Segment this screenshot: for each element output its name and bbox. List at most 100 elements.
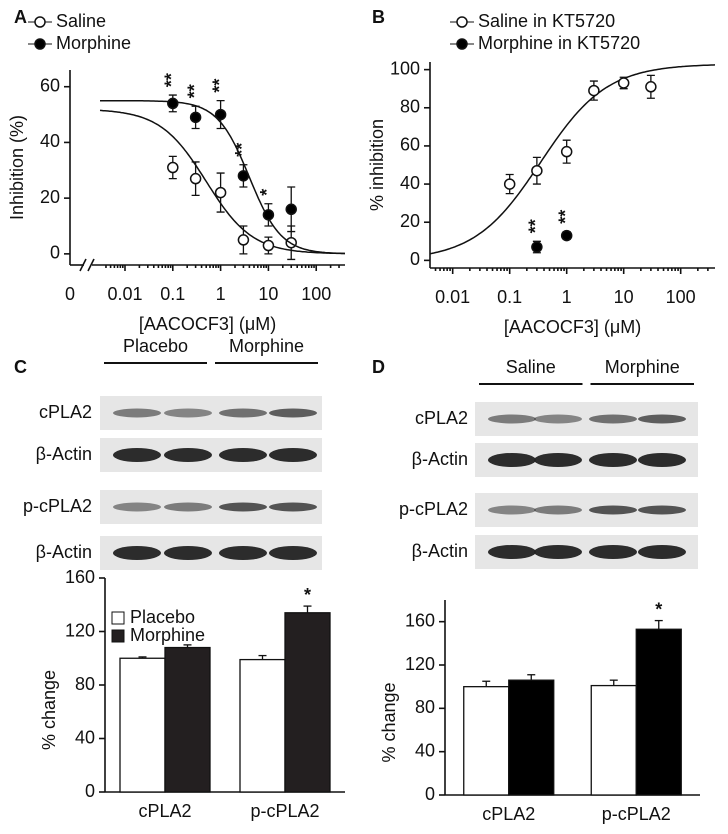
y-tick-label: 160 [65,567,95,587]
blot-band [164,408,212,418]
x-axis-label: [AACOCF3] (μM) [504,317,641,337]
blot-row-label: β-Actin [412,449,468,469]
x-tick-label: 10 [258,284,278,304]
data-point [167,161,179,174]
y-tick-label: 80 [400,97,420,117]
blot-row-label: β-Actin [36,542,92,562]
x-axis-label: [AACOCF3] (μM) [139,314,276,334]
blot-band [488,453,536,467]
data-point [560,145,573,158]
axis-break [79,258,95,272]
legend-label: Morphine in KT5720 [478,33,640,53]
bar [119,657,166,793]
blot-band [534,505,582,515]
blot-band [534,453,582,467]
x-tick-label: 0.01 [107,284,142,304]
y-tick-label: 100 [390,58,420,78]
blot-band [219,408,267,418]
blot-band [638,453,686,467]
x-tick-label: p-cPLA2 [602,804,671,824]
data-point [214,108,227,121]
significance: * [304,585,311,605]
significance: ** [162,73,182,87]
blot-band [113,502,161,512]
y-tick-label: 0 [410,249,420,269]
blot-band [164,448,212,462]
fit-curve [429,64,716,255]
blot-band [269,546,317,560]
legend-swatch [111,629,125,643]
blot-band [589,505,637,515]
y-tick-label: 20 [400,211,420,231]
panel-label: C [14,357,27,377]
y-axis-label: % inhibition [367,119,387,211]
y-tick-label: 60 [40,75,60,95]
x-tick-label: 0.1 [160,284,185,304]
panel-label: D [372,357,385,377]
data-point [617,77,630,89]
y-tick-label: 40 [415,740,435,760]
x-tick-label: 10 [614,287,634,307]
blot-band [534,414,582,424]
data-point [189,172,202,185]
x-tick-label: 0.1 [497,287,522,307]
y-tick-label: 40 [400,173,420,193]
legend-swatch [111,611,125,625]
panel-label: B [372,7,385,27]
y-tick-label: 0 [425,784,435,804]
significance: ** [232,143,252,157]
y-tick-label: 0 [50,243,60,263]
data-point [285,203,297,216]
y-axis-label: Inhibition (%) [7,115,27,220]
data-point [560,229,573,242]
y-tick-label: 0 [85,781,95,801]
data-point [531,164,543,177]
bar [284,612,331,793]
blot-band [488,545,536,559]
y-tick-label: 80 [415,697,435,717]
y-tick-label: 160 [405,610,435,630]
y-axis-label: % change [379,682,399,762]
data-point [645,81,657,93]
blot-band [488,505,536,515]
y-tick-label: 120 [405,654,435,674]
y-tick-label: 20 [40,187,60,207]
x-tick-label: cPLA2 [482,804,535,824]
blot-row-label: β-Actin [412,541,468,561]
blot-band [113,448,161,462]
blot-group-label: Morphine [605,357,680,377]
bar [635,628,682,796]
fit-curve [100,99,346,255]
blot-row-label: β-Actin [36,444,92,464]
bar [164,646,211,793]
y-tick-label: 60 [400,135,420,155]
significance: ** [184,84,204,98]
panel-label: A [14,7,27,27]
significance: ** [209,79,229,93]
blot-band [219,546,267,560]
legend-marker [34,38,46,50]
bar [590,684,637,796]
y-tick-label: 40 [75,727,95,747]
y-axis-label: % change [39,670,59,750]
y-tick-label: 80 [75,674,95,694]
blot-group-label: Placebo [123,336,188,356]
data-point [237,234,250,246]
blot-band [488,414,536,424]
blot-band [269,502,317,512]
x-tick-label: 100 [666,287,696,307]
x-tick-label: 100 [301,284,331,304]
blot-band [589,545,637,559]
bar [463,686,510,796]
blot-row-label: p-cPLA2 [23,496,92,516]
blot-group-label: Morphine [229,336,304,356]
data-point [262,239,275,252]
data-point [237,170,250,182]
blot-band [269,448,317,462]
blot-band [589,414,637,424]
x-tick-label: 1 [562,287,572,307]
data-point [262,209,275,221]
blot-band [219,448,267,462]
